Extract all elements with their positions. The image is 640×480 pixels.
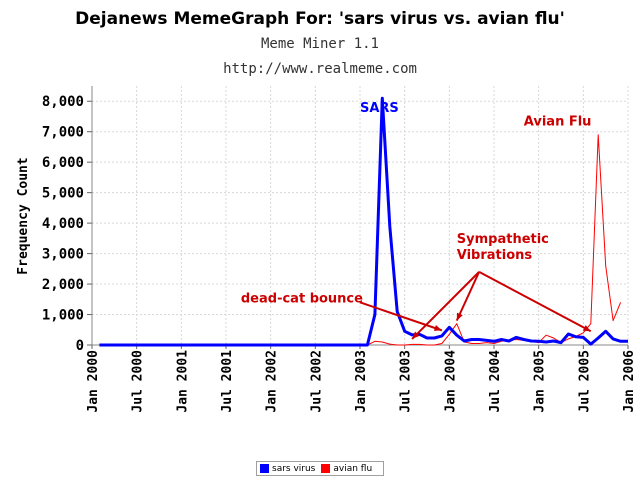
x-tick-label: Jan 2005 (533, 350, 548, 413)
y-tick-label: 5,000 (42, 186, 84, 202)
y-tick-label: 3,000 (42, 247, 84, 263)
annotation-label: Sympathetic (457, 232, 549, 247)
annotation-arrowhead (433, 325, 442, 331)
legend-item-sars: sars virus (260, 464, 315, 474)
y-tick-label: 2,000 (42, 277, 84, 293)
x-tick-label: Jan 2002 (265, 350, 280, 413)
x-tick-label: Jul 2001 (220, 350, 235, 413)
annotation-arrowhead (582, 325, 591, 332)
y-tick-label: 4,000 (42, 216, 84, 232)
legend-label-sars: sars virus (272, 463, 316, 474)
y-tick-label: 8,000 (42, 94, 84, 110)
annotation-label: Avian Flu (524, 115, 592, 130)
y-tick-label: 0 (76, 338, 84, 354)
annotation-label: dead-cat bounce (241, 291, 363, 306)
annotation-arrows (359, 270, 592, 340)
legend-item-avian: avian flu (321, 464, 372, 474)
grid-lines (92, 86, 629, 345)
x-tick-label: Jul 2003 (399, 350, 414, 413)
annotation-label: SARS (360, 101, 399, 116)
chart-url: http://www.realmeme.com (223, 61, 417, 77)
chart-title: Dejanews MemeGraph For: 'sars virus vs. … (75, 9, 565, 29)
legend-label-avian: avian flu (333, 463, 373, 474)
x-tick-label: Jan 2004 (443, 350, 458, 413)
annotation-label: Vibrations (457, 248, 533, 263)
annotation-arrow-line (478, 270, 592, 333)
series-line-sars-virus (99, 96, 628, 347)
x-tick-label: Jul 2005 (577, 350, 592, 413)
chart-subtitle: Meme Miner 1.1 (261, 36, 379, 52)
x-tick-label: Jul 2002 (309, 350, 324, 413)
x-tick-label: Jan 2000 (86, 350, 101, 413)
x-tick-label: Jan 2003 (354, 350, 369, 413)
y-tick-label: 1,000 (42, 308, 84, 324)
annotation-arrowhead (456, 312, 463, 321)
legend-swatch-avian (321, 464, 331, 473)
legend-swatch-sars (260, 464, 269, 473)
series-lines (99, 96, 628, 347)
x-tick-labels: Jan 2000 Jul 2000 Jan 2001 Jul 2001 Jan 2002… (86, 345, 637, 413)
annotation-arrow-line (359, 301, 443, 332)
y-tick-label: 7,000 (42, 125, 84, 141)
annotation-arrow-line (455, 271, 481, 322)
y-tick-label: 6,000 (42, 155, 84, 171)
legend: sars virus avian flu (256, 461, 384, 476)
x-tick-label: Jan 2001 (175, 350, 190, 413)
y-tick-labels: 0 1,000 2,000 3,000 4,000 5,000 6,000 7,000 8,00… (42, 94, 92, 354)
annotation-arrow-line (411, 271, 480, 340)
x-tick-label: Jul 2004 (488, 350, 503, 413)
annotation-arrowhead (412, 331, 420, 339)
x-tick-label: Jul 2000 (131, 350, 146, 413)
y-axis-label: Frequency Count (16, 157, 31, 274)
x-tick-label: Jan 2006 (622, 350, 637, 413)
